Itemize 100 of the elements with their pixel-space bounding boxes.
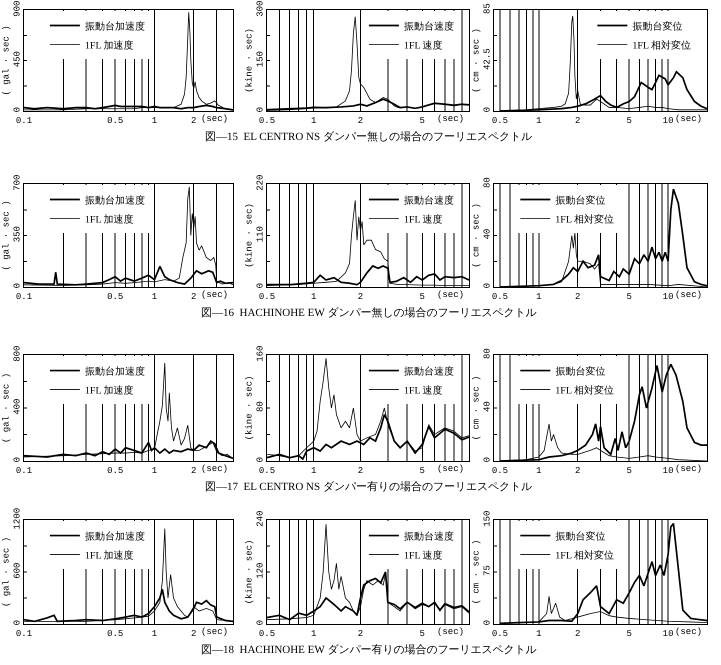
- y-axis-title: ( gal · sec ): [2, 536, 12, 608]
- legend-label: 1FL 相対変位: [632, 39, 692, 52]
- y-tick-label: 160: [255, 346, 266, 362]
- legend-label: 振動台加速度: [84, 20, 145, 32]
- x-tick-label: 5: [626, 628, 632, 639]
- legend-label: 振動台変位: [555, 365, 606, 378]
- y-axis-title: ( gal · sec ): [2, 200, 12, 271]
- x-tick-label: 2: [358, 292, 364, 302]
- x-tick-label: 1: [152, 628, 158, 639]
- legend-label: 振動台速度: [404, 194, 454, 206]
- x-tick-label: 2: [358, 116, 364, 126]
- legend-label: 振動台加速度: [84, 530, 145, 542]
- x-tick-label: 5: [626, 466, 632, 476]
- y-axis-title: ( gal · sec ): [2, 25, 12, 96]
- y-tick-label: 0: [12, 282, 22, 288]
- legend-label: 振動台加速度: [84, 365, 145, 378]
- x-tick-label: 2: [358, 628, 364, 639]
- y-tick-label: 150: [482, 510, 492, 527]
- y-axis-title: ( gal · sec ): [2, 372, 12, 444]
- legend-label: 振動台変位: [632, 20, 682, 32]
- x-tick-label: 1: [152, 116, 158, 126]
- y-tick-label: 80: [482, 177, 492, 188]
- y-tick-label: 40: [482, 228, 492, 240]
- x-tick-label: 5: [626, 292, 632, 302]
- y-tick-label: 120: [255, 562, 266, 579]
- x-axis-title: (sec): [437, 627, 464, 637]
- x-axis-title: (sec): [201, 114, 228, 124]
- x-tick-label: 2: [575, 292, 580, 302]
- y-tick-label: 700: [12, 174, 22, 191]
- text: 図—17 EL CENTRO NS ダンパー有りの場合のフーリエスペクトル: [205, 480, 532, 493]
- y-axis-title: (kine · sec): [244, 203, 255, 268]
- legend-label: 1FL 加速度: [84, 549, 134, 562]
- y-tick-label: 0: [482, 282, 492, 288]
- x-axis-title: (sec): [675, 290, 702, 300]
- y-tick-label: 0: [255, 282, 266, 288]
- x-tick-label: 0.5: [107, 628, 124, 639]
- x-tick-label: 10: [662, 116, 674, 126]
- y-axis-title: (kine · sec): [244, 28, 255, 93]
- x-axis-title: (sec): [675, 114, 702, 124]
- legend-label: 1FL 加速度: [84, 384, 134, 396]
- x-tick-label: 0.1: [16, 116, 32, 126]
- y-axis-title: ( cm · sec ): [472, 540, 482, 604]
- y-tick-label: 1200: [12, 508, 22, 530]
- legend-label: 1FL 加速度: [84, 39, 134, 52]
- y-tick-label: 240: [255, 510, 266, 527]
- y-axis-title: (kine · sec): [244, 540, 255, 604]
- x-axis-title: (sec): [201, 627, 228, 637]
- x-tick-label: 1: [311, 292, 316, 302]
- legend-label: 1FL 相対変位: [555, 213, 614, 226]
- x-axis-title: (sec): [201, 290, 228, 300]
- legend-label: 1FL 加速度: [84, 213, 134, 226]
- y-tick-label: 42.5: [482, 48, 492, 70]
- x-axis-title: (sec): [675, 464, 702, 474]
- x-tick-label: 0.5: [492, 292, 508, 302]
- y-tick-label: 400: [12, 398, 22, 415]
- x-tick-label: 10: [662, 292, 674, 302]
- legend-label: 振動台速度: [404, 365, 454, 378]
- x-tick-label: 1: [536, 628, 542, 639]
- x-tick-label: 2: [575, 116, 580, 126]
- x-tick-label: 0.5: [492, 466, 508, 476]
- text: 図—16 HACHINOHE EW ダンパー無しの場合のフーリエスペクトル: [201, 306, 536, 319]
- x-axis-title: (sec): [437, 114, 464, 124]
- x-tick-label: 0.5: [492, 116, 508, 126]
- y-tick-label: 85: [482, 3, 492, 14]
- y-tick-label: 40: [482, 401, 492, 412]
- x-tick-label: 1: [152, 466, 158, 476]
- y-tick-label: 220: [255, 174, 266, 191]
- legend-label: 振動台速度: [404, 20, 454, 32]
- legend-label: 振動台変位: [555, 194, 606, 206]
- legend-label: 振動台変位: [555, 530, 606, 542]
- x-tick-label: 1: [311, 116, 316, 126]
- y-tick-label: 0: [482, 106, 492, 112]
- x-axis-title: (sec): [201, 464, 228, 474]
- x-tick-label: 0.5: [258, 628, 276, 639]
- y-axis-title: ( cm · sec ): [472, 376, 482, 440]
- y-tick-label: 80: [255, 401, 266, 412]
- x-tick-label: 0.5: [492, 628, 508, 639]
- x-tick-label: 0.5: [107, 466, 124, 476]
- y-tick-label: 0: [255, 620, 266, 626]
- y-tick-label: 600: [12, 562, 22, 579]
- y-tick-label: 0: [482, 456, 492, 462]
- x-tick-label: 2: [191, 628, 196, 639]
- x-axis-title: (sec): [437, 464, 464, 474]
- x-tick-label: 5: [420, 116, 425, 126]
- x-tick-label: 5: [626, 116, 632, 126]
- x-tick-label: 5: [420, 292, 425, 302]
- x-tick-label: 1: [311, 628, 316, 639]
- x-tick-label: 5: [420, 628, 425, 639]
- y-tick-label: 150: [255, 51, 266, 68]
- text: 図—18 HACHINOHE EW ダンパー有りの場合のフーリエスペクトル: [201, 643, 536, 656]
- y-tick-label: 0: [12, 456, 22, 462]
- legend-label: 1FL 速度: [404, 549, 443, 562]
- x-tick-label: 0.1: [16, 466, 32, 476]
- y-tick-label: 80: [482, 348, 492, 360]
- legend-label: 1FL 相対変位: [555, 384, 614, 396]
- y-tick-label: 350: [12, 226, 22, 242]
- y-tick-label: 0: [482, 620, 492, 626]
- x-tick-label: 0.5: [258, 116, 276, 126]
- x-tick-label: 0.5: [107, 116, 124, 126]
- x-tick-label: 0.5: [258, 292, 276, 302]
